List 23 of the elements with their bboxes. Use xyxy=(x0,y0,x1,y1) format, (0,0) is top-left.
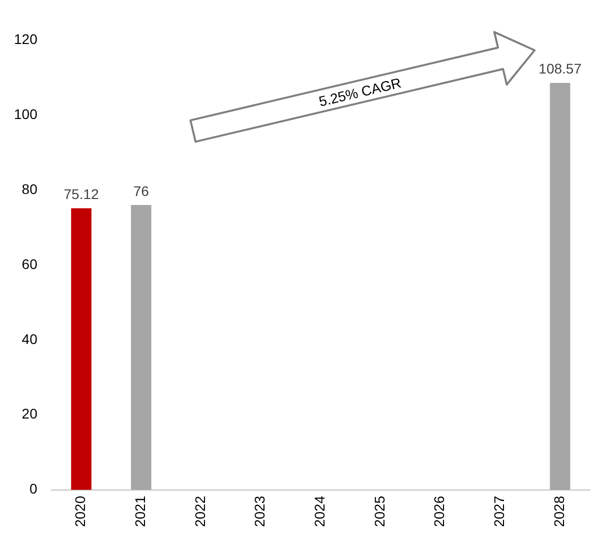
x-tick-label: 2024 xyxy=(312,496,328,528)
bar xyxy=(550,82,570,490)
bar xyxy=(130,204,152,490)
data-label: 75.12 xyxy=(64,186,100,202)
y-tick-label: 60 xyxy=(22,256,38,272)
y-tick-label: 120 xyxy=(14,30,38,47)
x-tick-label: 2021 xyxy=(132,496,148,528)
annotation: 5.25% CAGR xyxy=(316,74,404,112)
x-tick-label: 2028 xyxy=(550,496,567,528)
x-tick-label: 2023 xyxy=(252,496,268,528)
data-label: 76 xyxy=(133,182,150,199)
bar xyxy=(71,208,92,490)
y-tick-label: 100 xyxy=(14,106,38,122)
x-tick-label: 2025 xyxy=(371,496,388,528)
y-tick-label: 80 xyxy=(22,180,38,197)
y-tick-label: 20 xyxy=(22,406,38,422)
x-tick-label: 2022 xyxy=(192,496,208,528)
y-tick-label: 0 xyxy=(30,480,38,497)
y-tick-label: 40 xyxy=(22,330,38,347)
x-tick-label: 2020 xyxy=(72,496,88,528)
x-tick-label: 2027 xyxy=(491,496,508,528)
data-label: 108.57 xyxy=(538,60,582,77)
x-tick-label: 2026 xyxy=(431,496,448,528)
